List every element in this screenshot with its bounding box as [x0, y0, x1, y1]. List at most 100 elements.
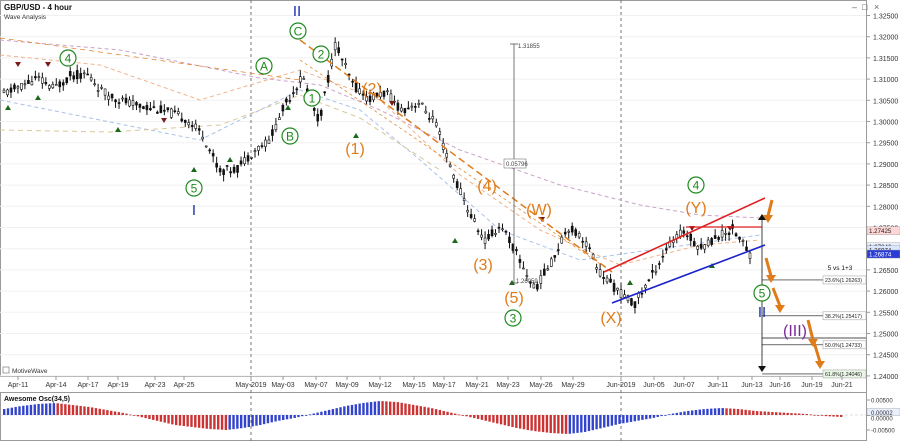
candle-body: [260, 145, 264, 147]
x-tick-label: Jun-11: [708, 382, 729, 389]
price-pane[interactable]: [0, 0, 867, 377]
candle-body: [644, 284, 647, 289]
candle-body: [658, 263, 661, 265]
candle-body: [748, 252, 752, 259]
candle-body: [204, 145, 208, 148]
oscillator-bar: [37, 403, 40, 415]
candle-body: [522, 267, 525, 270]
candle-body: [431, 116, 435, 120]
candle-body: [532, 283, 536, 289]
oscillator-bar: [392, 401, 396, 415]
oscillator-bar: [732, 408, 736, 415]
oscillator-bar: [507, 415, 510, 427]
oscillator-bar: [52, 403, 56, 415]
x-tick-label: May-29: [561, 382, 584, 389]
candle-body: [61, 82, 65, 86]
oscillator-bar: [274, 415, 277, 422]
oscillator-bar: [106, 410, 109, 415]
oscillator-bar: [755, 411, 759, 415]
candle-body: [563, 231, 567, 235]
forecast-arrow-shaft: [764, 257, 773, 277]
forecast-arrow-shaft: [812, 341, 822, 363]
candle-body: [410, 105, 414, 108]
oscillator-bar: [442, 410, 445, 415]
candle-body: [427, 118, 431, 120]
candle-body: [546, 268, 550, 271]
candle-body: [626, 295, 630, 302]
candle-body: [117, 102, 121, 104]
oscillator-pane[interactable]: [0, 392, 867, 441]
fib-level-label: 38.2%(1.25417): [825, 314, 862, 320]
oscillator-bar: [538, 415, 541, 432]
oscillator-bar: [243, 415, 247, 428]
candle-body: [253, 150, 257, 152]
candle-body: [131, 100, 135, 106]
candle-body: [462, 198, 466, 201]
candle-body: [156, 111, 159, 114]
candle-body: [630, 298, 633, 306]
candle-body: [138, 103, 142, 108]
x-tick-label: May-03: [271, 382, 294, 389]
oscillator-bar: [480, 415, 484, 420]
close-button[interactable]: ×: [874, 2, 880, 12]
candle-body: [487, 234, 490, 240]
candle-body: [312, 108, 316, 111]
oscillator-bar: [385, 401, 388, 415]
wave-label-circle: [281, 127, 299, 145]
candle-body: [595, 267, 598, 270]
oscillator-bar: [518, 415, 522, 429]
candle-body: [79, 73, 82, 79]
oscillator-bar: [6, 408, 10, 415]
watermark-icon: [2, 366, 10, 374]
candle-body: [396, 102, 400, 111]
candle-body: [745, 246, 748, 251]
candle-body: [365, 95, 368, 102]
oscillator-bar: [790, 413, 793, 415]
oscillator-bar: [820, 415, 824, 416]
forecast-arrow-shaft: [806, 319, 815, 341]
candle-body: [581, 240, 584, 243]
oscillator-bar: [496, 415, 499, 424]
moving-average-trend: [0, 94, 441, 171]
candle-body: [361, 93, 365, 96]
candle-body: [72, 75, 76, 80]
wave-label: A: [260, 60, 268, 74]
oscillator-bar: [171, 415, 174, 425]
oscillator-bar: [354, 404, 358, 415]
minimize-button[interactable]: –: [852, 2, 858, 12]
forecast-arrow-head: [815, 361, 825, 369]
oscillator-bar: [721, 408, 724, 415]
fib-level-label: 50.0%(1.24733): [825, 343, 862, 349]
oscillator-bar: [748, 410, 751, 415]
oscillator-bar: [220, 415, 224, 430]
oscillator-bar: [545, 415, 549, 433]
oscillator-bar: [817, 415, 820, 416]
x-tick-label: May-21: [465, 382, 488, 389]
oscillator-bar: [840, 415, 843, 417]
candle-body: [243, 157, 246, 165]
oscillator-bar: [675, 412, 679, 415]
oscillator-title: Awesome Osc(34,5): [4, 396, 70, 403]
oscillator-bar: [75, 405, 79, 415]
oscillator-bar: [205, 415, 208, 429]
candle-body: [326, 75, 330, 83]
y-tick-label: 1.30500: [873, 98, 898, 105]
oscillator-bar: [553, 415, 556, 434]
candle-body: [128, 99, 131, 107]
candle-body: [497, 226, 501, 229]
candle-body: [2, 89, 6, 93]
oscillator-bar: [25, 405, 29, 415]
candle-body: [717, 237, 720, 240]
fib-level-label: 23.6%(1.26263): [825, 278, 862, 284]
oscillator-bar: [14, 406, 17, 415]
watermark: MotiveWave: [12, 368, 48, 375]
oscillator-bar: [29, 404, 33, 415]
wave-label: (2): [362, 81, 382, 98]
oscillator-bar: [522, 415, 526, 430]
candle-body: [351, 80, 354, 83]
oscillator-bar: [438, 410, 442, 415]
maximize-button[interactable]: □: [862, 2, 868, 12]
oscillator-bar: [282, 415, 285, 420]
